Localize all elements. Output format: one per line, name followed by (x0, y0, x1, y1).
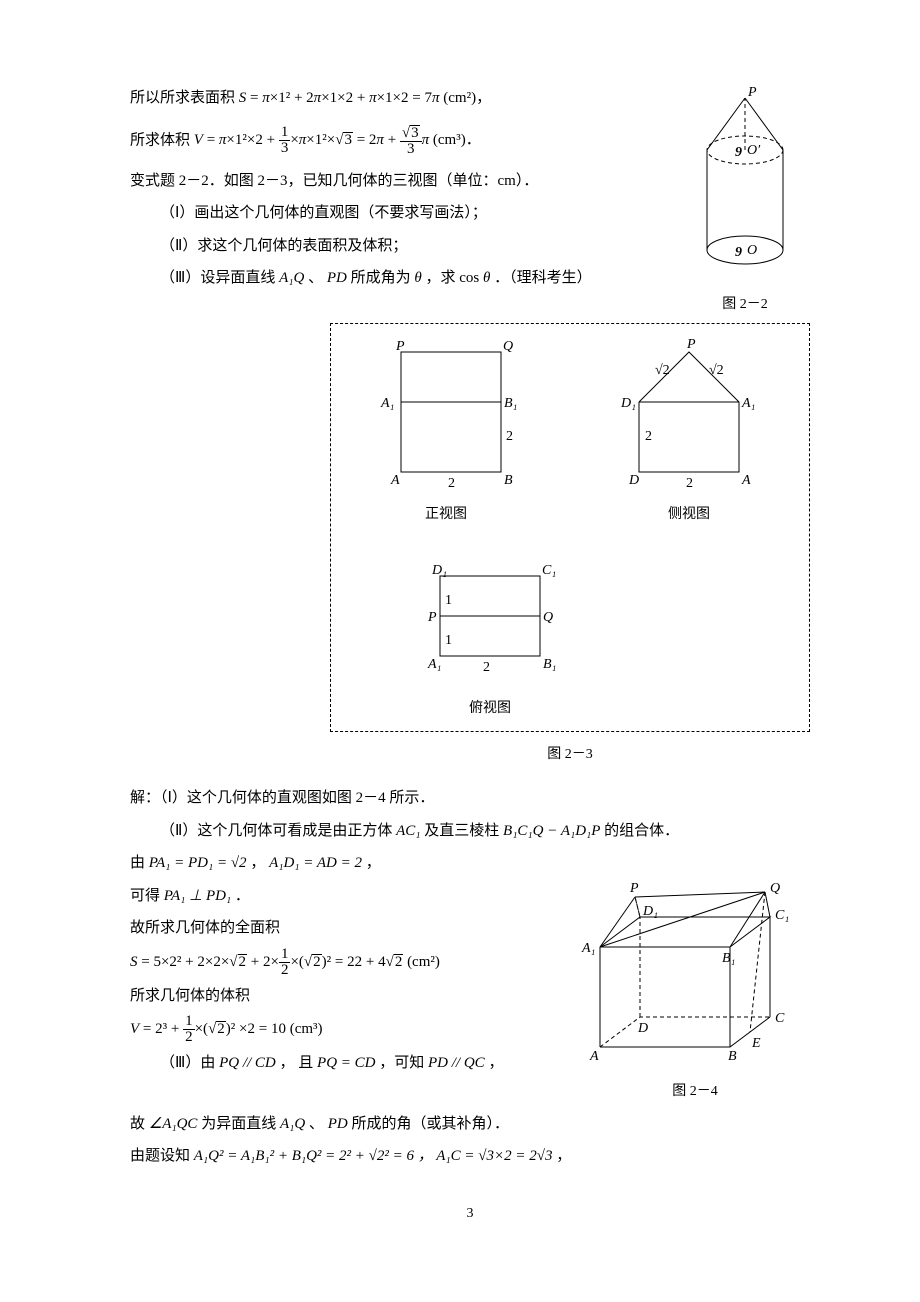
front-view: P Q A₁ B₁ A B 2 2 正视图 (371, 332, 521, 529)
sol-s1: 解：（Ⅰ）这个几何体的直观图如图 2－4 所示． (130, 784, 810, 813)
svg-text:C₁: C₁ (775, 908, 789, 923)
svg-text:C: C (775, 1011, 785, 1026)
figure-2-2: P O′ 9 O 9 图 2－2 (680, 80, 810, 319)
svg-text:B: B (728, 1049, 737, 1064)
svg-text:B₁: B₁ (722, 951, 735, 966)
svg-text:Q: Q (503, 339, 513, 354)
svg-text:2: 2 (448, 476, 455, 491)
svg-text:D₁: D₁ (642, 904, 658, 919)
svg-text:Q: Q (543, 610, 553, 625)
sol-s11: 由题设知 A₁Q² = A₁B₁² + B₁Q² = 2² + √2² = 6 … (130, 1142, 810, 1171)
fig22-P: P (747, 85, 757, 100)
svg-text:1: 1 (445, 633, 452, 648)
svg-text:A: A (390, 473, 400, 488)
svg-text:A: A (589, 1049, 599, 1064)
svg-text:A: A (741, 473, 751, 488)
top-view: D₁ C₁ P Q A₁ B₁ 1 1 2 俯视图 (410, 556, 570, 723)
svg-text:P: P (629, 881, 639, 896)
svg-text:A₁: A₁ (581, 941, 595, 956)
figure-2-2-svg: P O′ 9 O 9 (680, 80, 810, 290)
svg-text:A₁: A₁ (741, 396, 755, 411)
svg-text:P: P (395, 339, 405, 354)
svg-text:2: 2 (483, 660, 490, 675)
sol-s10: 故 ∠A₁QC 为异面直线 A₁Q 、 PD 所成的角（或其补角）． (130, 1110, 810, 1139)
svg-text:D: D (637, 1021, 648, 1036)
svg-text:C₁: C₁ (542, 563, 556, 578)
svg-text:Q: Q (770, 881, 780, 896)
svg-text:A₁: A₁ (427, 657, 441, 672)
svg-text:E: E (751, 1036, 761, 1051)
svg-text:D₁: D₁ (431, 563, 447, 578)
figure-2-2-caption: 图 2－2 (680, 292, 810, 319)
svg-text:B₁: B₁ (543, 657, 556, 672)
svg-text:A₁: A₁ (380, 396, 394, 411)
fig22-dim-top: 9 (735, 145, 742, 160)
svg-text:B₁: B₁ (504, 396, 517, 411)
page-number: 3 (130, 1201, 810, 1228)
figure-2-4-caption: 图 2－4 (580, 1079, 810, 1106)
svg-text:2: 2 (645, 429, 652, 444)
figure-2-3-caption: 图 2－3 (330, 742, 810, 769)
svg-text:P: P (427, 610, 437, 625)
sol-s2: （Ⅱ）这个几何体可看成是由正方体 AC₁ 及直三棱柱 B₁C₁Q − A₁D₁P… (130, 817, 810, 846)
svg-text:D₁: D₁ (620, 396, 636, 411)
svg-text:B: B (504, 473, 513, 488)
fig22-dim-bot: 9 (735, 245, 742, 260)
side-view: P √2 √2 D₁ A₁ 2 D A 2 侧视图 (609, 332, 769, 529)
figure-2-3-box: P Q A₁ B₁ A B 2 2 正视图 P √2 √2 D₁ A₁ 2 D … (330, 323, 810, 732)
svg-text:D: D (628, 473, 639, 488)
figure-2-4: P Q D₁ C₁ A₁ B₁ D C A B E 图 2－4 (580, 857, 810, 1106)
fig22-Oprime: O′ (747, 143, 761, 158)
svg-text:1: 1 (445, 593, 452, 608)
svg-text:√2: √2 (709, 363, 724, 378)
svg-text:2: 2 (686, 476, 693, 491)
fig22-O: O (747, 243, 757, 258)
svg-text:√2: √2 (655, 363, 670, 378)
svg-text:P: P (686, 337, 696, 352)
svg-text:2: 2 (506, 429, 513, 444)
